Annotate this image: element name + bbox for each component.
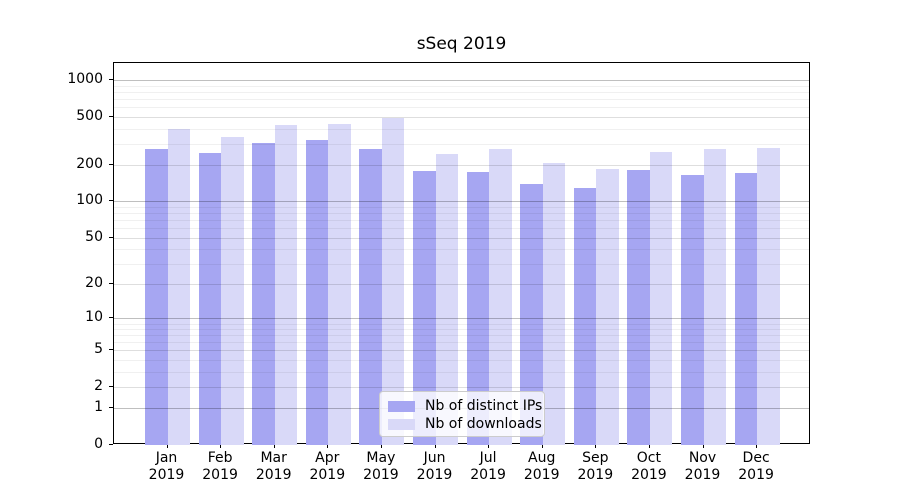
y-tick-label-200: 200	[76, 156, 103, 173]
y-tick-label-2: 2	[94, 378, 103, 395]
y-tick-label-10: 10	[85, 309, 103, 326]
bar-mar-distinct-ips	[252, 142, 275, 445]
bar-aug-downloads	[542, 163, 566, 445]
bar-jul-distinct-ips	[466, 171, 490, 445]
x-tick-label-sep: Sep 2019	[577, 450, 614, 483]
y-tick-mark-50	[109, 236, 113, 238]
bar-jan-downloads	[167, 129, 190, 445]
x-tick-label-aug: Aug 2019	[523, 450, 560, 483]
bar-oct-distinct-ips	[627, 170, 650, 445]
bar-jul-downloads	[489, 149, 512, 445]
bar-feb-distinct-ips	[198, 153, 222, 445]
y-tick-mark-1	[109, 407, 113, 409]
x-tick-mark-apr	[327, 444, 329, 448]
bar-aug-distinct-ips	[520, 183, 543, 445]
x-tick-label-may: May 2019	[363, 450, 399, 483]
y-tick-label-50: 50	[85, 228, 103, 245]
x-tick-mark-jun	[434, 444, 436, 448]
legend-swatch-downloads	[388, 418, 415, 430]
x-tick-label-nov: Nov 2019	[684, 450, 721, 483]
legend-swatch-distinct-ips	[388, 400, 415, 412]
x-tick-label-jun: Jun 2019	[416, 450, 453, 483]
y-tick-label-1: 1	[94, 399, 103, 416]
y-tick-mark-500	[109, 115, 113, 117]
bar-dec-distinct-ips	[734, 172, 758, 445]
x-tick-mark-dec	[756, 444, 758, 448]
x-tick-mark-nov	[702, 444, 704, 448]
bar-oct-downloads	[649, 151, 673, 445]
bar-may-distinct-ips	[359, 149, 382, 445]
y-tick-label-1000: 1000	[67, 71, 103, 88]
y-tick-mark-20	[109, 283, 113, 285]
x-tick-mark-jul	[488, 444, 490, 448]
bar-nov-downloads	[703, 149, 726, 445]
bar-apr-distinct-ips	[305, 139, 329, 445]
legend-label-distinct-ips: Nb of distinct IPs	[425, 398, 543, 414]
bar-dec-downloads	[757, 148, 780, 445]
x-tick-label-feb: Feb 2019	[202, 450, 238, 483]
y-tick-mark-100	[109, 200, 113, 202]
x-tick-label-oct: Oct 2019	[631, 450, 667, 483]
bars-layer	[114, 63, 809, 445]
x-tick-mark-aug	[541, 444, 543, 448]
x-tick-mark-mar	[273, 444, 275, 448]
y-tick-label-5: 5	[94, 341, 103, 358]
bar-may-downloads	[381, 118, 405, 445]
legend-item-distinct-ips: Nb of distinct IPs	[388, 397, 542, 415]
y-tick-mark-5	[109, 349, 113, 351]
x-tick-mark-feb	[220, 444, 222, 448]
x-tick-mark-may	[380, 444, 382, 448]
x-tick-label-jul: Jul 2019	[470, 450, 506, 483]
bar-nov-distinct-ips	[681, 174, 704, 445]
x-tick-mark-jan	[166, 444, 168, 448]
x-tick-mark-sep	[595, 444, 597, 448]
y-tick-label-20: 20	[85, 275, 103, 292]
bar-feb-downloads	[221, 136, 244, 445]
y-tick-mark-2	[109, 386, 113, 388]
y-tick-label-0: 0	[94, 436, 103, 452]
bar-apr-downloads	[328, 123, 351, 445]
plot-area	[113, 62, 810, 445]
x-tick-label-mar: Mar 2019	[255, 450, 292, 483]
x-tick-mark-oct	[648, 444, 650, 448]
bar-mar-downloads	[274, 124, 298, 445]
legend-item-downloads: Nb of downloads	[388, 415, 542, 433]
y-tick-label-100: 100	[76, 192, 103, 209]
bar-jun-downloads	[435, 154, 458, 445]
bar-sep-downloads	[596, 168, 619, 445]
legend-label-downloads: Nb of downloads	[425, 416, 542, 432]
chart-title: sSeq 2019	[416, 34, 507, 54]
legend: Nb of distinct IPs Nb of downloads	[379, 391, 545, 437]
bar-sep-distinct-ips	[573, 188, 597, 445]
bar-jun-distinct-ips	[413, 170, 436, 445]
x-tick-label-apr: Apr 2019	[309, 450, 346, 483]
y-tick-mark-10	[109, 317, 113, 319]
y-tick-mark-200	[109, 164, 113, 166]
bar-jan-distinct-ips	[145, 149, 168, 445]
x-tick-label-dec: Dec 2019	[738, 450, 774, 483]
x-tick-label-jan: Jan 2019	[148, 450, 185, 483]
y-tick-mark-1000	[109, 79, 113, 81]
y-tick-mark-0	[109, 444, 113, 445]
y-tick-label-500: 500	[76, 107, 103, 124]
